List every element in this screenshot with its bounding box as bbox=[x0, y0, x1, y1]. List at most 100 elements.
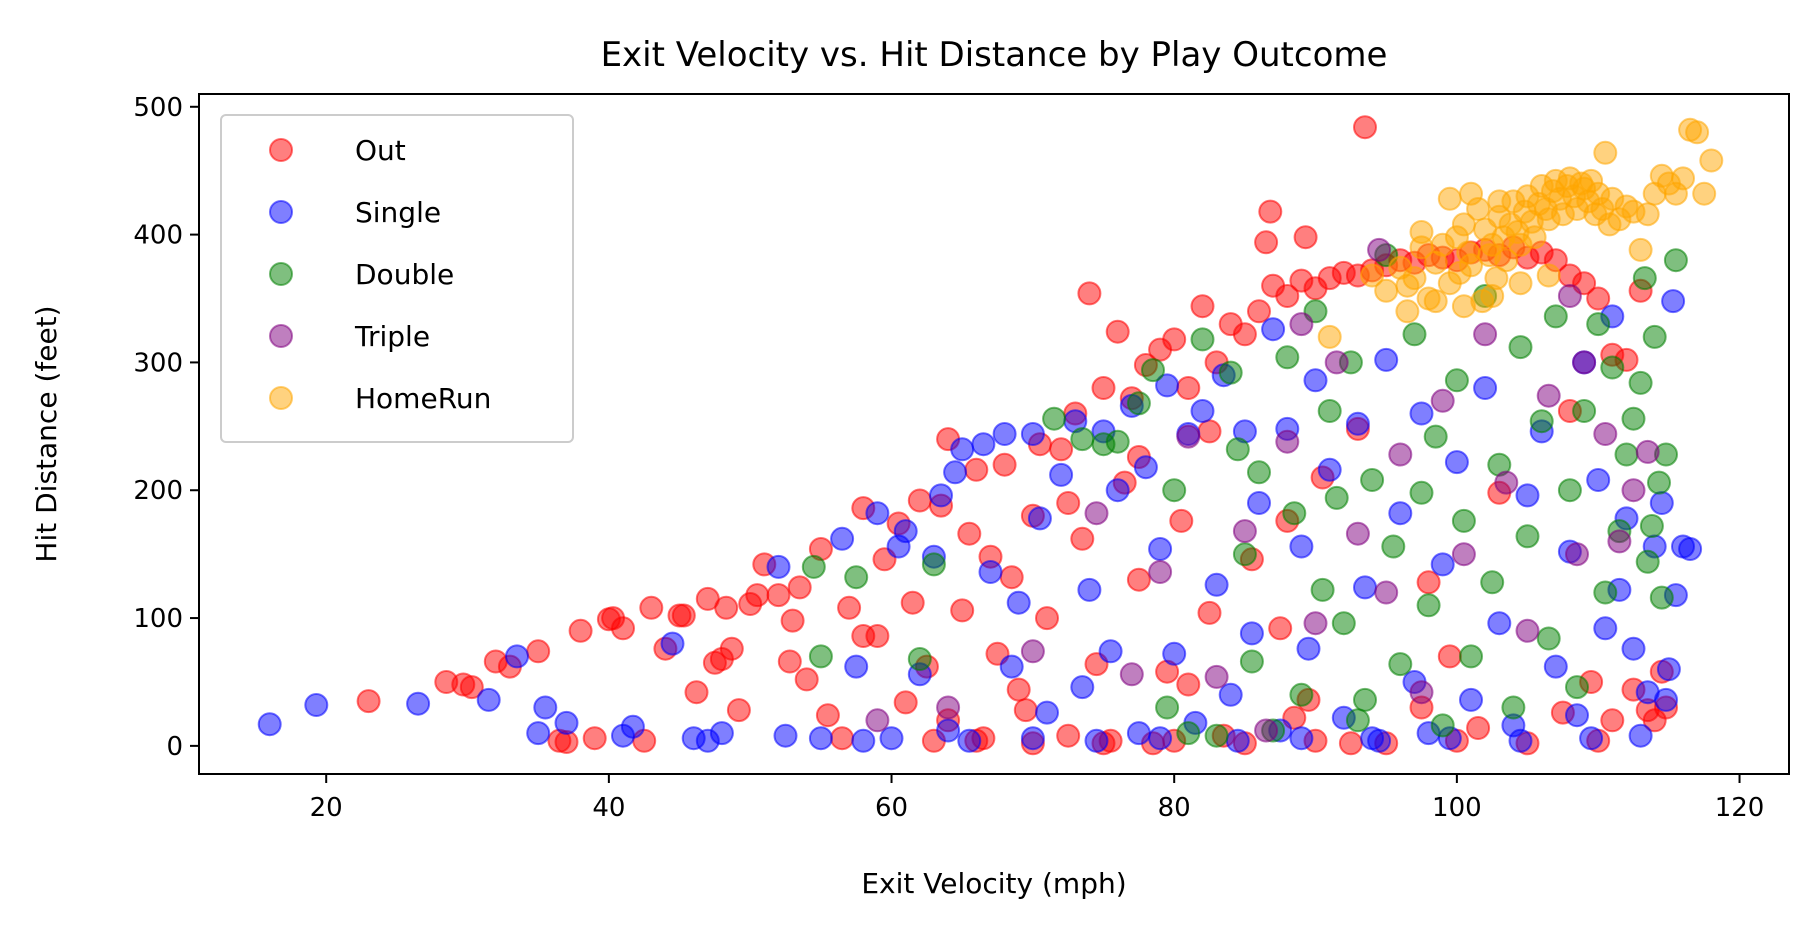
point-triple bbox=[1020, 639, 1045, 664]
point-double bbox=[1635, 549, 1660, 574]
point-double bbox=[1480, 570, 1505, 595]
point-single bbox=[950, 437, 975, 462]
point-homerun bbox=[1451, 294, 1476, 319]
point-single bbox=[1020, 422, 1045, 446]
point-triple bbox=[1621, 478, 1646, 503]
x-axis: 20 40 60 80 100 120 bbox=[310, 774, 1764, 823]
point-single bbox=[1487, 611, 1512, 636]
point-triple bbox=[1409, 680, 1434, 705]
point-triple bbox=[1451, 542, 1476, 567]
point-out bbox=[1197, 419, 1222, 444]
point-single bbox=[830, 526, 855, 551]
point-double bbox=[1204, 723, 1229, 748]
y-axis-label: Hit Distance (feet) bbox=[30, 305, 63, 562]
point-double bbox=[1353, 687, 1377, 712]
point-single bbox=[1579, 726, 1604, 751]
point-double bbox=[1310, 577, 1335, 602]
point-out bbox=[1268, 616, 1293, 641]
point-single bbox=[257, 712, 282, 737]
point-double bbox=[1381, 534, 1406, 559]
point-single bbox=[1374, 347, 1399, 372]
point-homerun bbox=[1374, 278, 1399, 303]
point-single bbox=[1586, 468, 1611, 492]
point-single bbox=[1515, 483, 1540, 508]
point-double bbox=[1444, 368, 1469, 393]
point-single bbox=[1296, 636, 1321, 661]
point-out bbox=[1006, 677, 1031, 702]
point-out bbox=[865, 624, 890, 648]
point-triple bbox=[1324, 350, 1349, 375]
point-single bbox=[1661, 289, 1686, 314]
point-single bbox=[766, 554, 791, 579]
point-out bbox=[1600, 708, 1625, 733]
point-triple bbox=[1303, 611, 1328, 636]
point-homerun bbox=[1494, 248, 1519, 273]
point-single bbox=[1654, 687, 1678, 712]
point-single bbox=[978, 560, 1003, 584]
point-out bbox=[1126, 567, 1151, 592]
point-out bbox=[1070, 526, 1095, 551]
point-out bbox=[1586, 286, 1611, 311]
point-single bbox=[1345, 411, 1370, 436]
point-double bbox=[1042, 406, 1067, 431]
point-double bbox=[1430, 713, 1455, 738]
point-triple bbox=[1119, 662, 1144, 687]
point-homerun bbox=[1360, 263, 1385, 288]
point-double bbox=[1218, 360, 1243, 385]
point-triple bbox=[1536, 383, 1561, 408]
point-single bbox=[1656, 657, 1681, 682]
point-single bbox=[808, 726, 833, 751]
point-double bbox=[1317, 399, 1342, 423]
point-out bbox=[830, 726, 855, 751]
point-out bbox=[900, 590, 925, 615]
point-double bbox=[1621, 406, 1646, 431]
point-single bbox=[1027, 506, 1052, 531]
point-double bbox=[1141, 358, 1165, 383]
point-double bbox=[1529, 409, 1554, 434]
point-single bbox=[1593, 616, 1618, 641]
point-double bbox=[1275, 345, 1300, 370]
legend: Out Single Double Triple HomeRun bbox=[220, 114, 574, 443]
point-out bbox=[1190, 294, 1215, 319]
legend-marker-single bbox=[269, 200, 293, 224]
point-out bbox=[1197, 600, 1222, 625]
x-tick-label: 40 bbox=[592, 793, 625, 823]
point-single bbox=[879, 726, 904, 751]
point-double bbox=[1543, 304, 1568, 329]
point-triple bbox=[1204, 664, 1229, 689]
point-out bbox=[957, 521, 982, 546]
point-double bbox=[1459, 644, 1483, 669]
point-double bbox=[1190, 327, 1215, 352]
point-homerun bbox=[1395, 299, 1420, 324]
plot-area bbox=[257, 115, 1724, 756]
y-tick-label: 300 bbox=[133, 348, 183, 378]
chart-title: Exit Velocity vs. Hit Distance by Play O… bbox=[601, 35, 1388, 75]
point-homerun bbox=[1635, 202, 1660, 227]
point-single bbox=[476, 687, 501, 712]
point-triple bbox=[1593, 422, 1618, 446]
point-double bbox=[1105, 429, 1130, 454]
point-single bbox=[1105, 478, 1130, 503]
point-triple bbox=[1367, 237, 1392, 262]
point-homerun bbox=[1480, 284, 1505, 308]
legend-marker-homerun bbox=[269, 386, 293, 410]
point-double bbox=[1586, 312, 1611, 337]
point-single bbox=[1084, 728, 1109, 753]
point-triple bbox=[1275, 429, 1300, 454]
point-double bbox=[1663, 248, 1688, 273]
point-single bbox=[865, 501, 890, 526]
point-double bbox=[1360, 468, 1385, 492]
point-single bbox=[1388, 501, 1413, 526]
point-homerun bbox=[1699, 148, 1724, 173]
point-single bbox=[893, 519, 918, 544]
point-single bbox=[1261, 317, 1286, 342]
point-double bbox=[1225, 437, 1250, 462]
point-single bbox=[1098, 639, 1123, 664]
point-single bbox=[936, 718, 961, 743]
point-single bbox=[1247, 491, 1271, 515]
x-axis-label: Exit Velocity (mph) bbox=[861, 867, 1126, 900]
point-double bbox=[1593, 580, 1618, 605]
legend-box bbox=[220, 114, 574, 443]
point-double bbox=[1239, 649, 1264, 674]
